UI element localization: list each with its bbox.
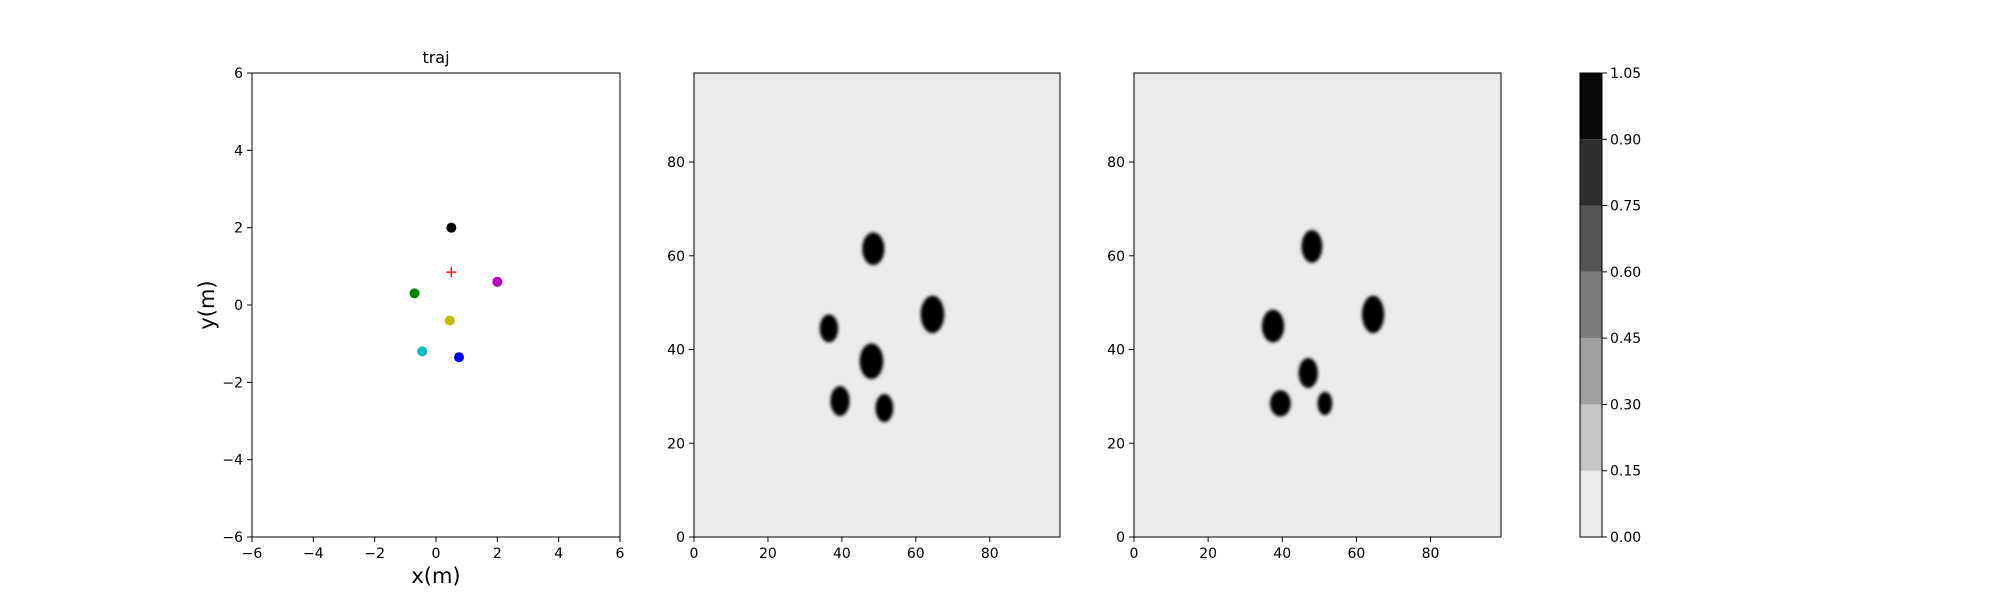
x-tick-label: 80 — [981, 546, 999, 562]
colorbar-tick-label: 0.15 — [1610, 464, 1641, 480]
data-point — [446, 222, 457, 233]
data-point — [409, 288, 420, 299]
x-tick-label: 20 — [1199, 546, 1217, 562]
occupied-blob — [1317, 391, 1333, 416]
colorbar-tick-label: 0.90 — [1610, 132, 1641, 148]
y-tick-label: 0 — [676, 530, 685, 546]
y-tick-label: 40 — [1107, 343, 1125, 359]
x-tick-label: 60 — [1348, 546, 1366, 562]
x-tick-label: 80 — [1422, 546, 1440, 562]
data-point — [417, 346, 428, 357]
x-tick-label: 2 — [493, 546, 502, 562]
plot-frame — [693, 72, 1061, 538]
occupancy-map-1: 0 20 40 60 80 0 20 40 60 80 — [667, 72, 1061, 562]
colorbar-level — [1580, 73, 1602, 140]
colorbar-tick-label: 0.75 — [1610, 199, 1641, 215]
x-axis-label: x(m) — [411, 564, 460, 588]
occupied-blob — [859, 343, 884, 380]
occupied-blob — [1298, 357, 1318, 388]
data-point — [444, 315, 455, 326]
occupied-blob — [830, 386, 850, 417]
colorbar-level — [1580, 271, 1602, 339]
data-point — [454, 352, 464, 363]
data-point — [492, 276, 503, 287]
y-tick-label: 4 — [234, 143, 243, 159]
x-tick-label: −6 — [242, 546, 263, 562]
y-tick-label: 20 — [667, 436, 685, 452]
colorbar: 0.00 0.15 0.30 0.45 0.60 0.75 0.90 1.05 — [1579, 66, 1641, 546]
colorbar-level — [1580, 470, 1602, 537]
colorbar-tick-label: 0.60 — [1610, 265, 1641, 281]
x-tick-label: 40 — [833, 546, 851, 562]
goal-marker — [446, 267, 457, 278]
y-tick-label: −6 — [222, 530, 243, 546]
x-tick-label: 6 — [616, 546, 625, 562]
occupied-blob — [1301, 230, 1323, 263]
occupied-blob — [875, 394, 894, 423]
occupied-blob — [1361, 295, 1385, 334]
colorbar-level — [1580, 205, 1602, 272]
x-tick-label: 0 — [432, 546, 441, 562]
plot-frame — [1133, 72, 1502, 538]
trajectory-panel: −6 −4 −2 0 2 4 6 −6 −4 −2 0 2 4 6 traj x(m) y(m) — [195, 48, 625, 588]
y-tick-label: −2 — [222, 375, 243, 391]
plot-area — [252, 73, 620, 537]
x-tick-label: 60 — [907, 546, 925, 562]
y-tick-label: 60 — [1107, 249, 1125, 265]
x-tick-label: 40 — [1273, 546, 1291, 562]
occupied-blob — [1270, 390, 1291, 417]
map-background — [1134, 73, 1501, 537]
x-tick-label: 4 — [554, 546, 563, 562]
y-tick-label: 6 — [234, 66, 243, 82]
occupied-blob — [1261, 309, 1285, 343]
y-tick-label: 2 — [234, 221, 243, 237]
x-tick-label: −4 — [303, 546, 324, 562]
y-tick-label: 60 — [667, 249, 685, 265]
y-axis-label: y(m) — [195, 280, 219, 329]
occupied-blob — [862, 232, 885, 266]
colorbar-level — [1580, 139, 1602, 206]
occupied-blob — [819, 314, 839, 343]
colorbar-tick-label: 0.30 — [1610, 397, 1641, 413]
y-tick-label: 0 — [234, 298, 243, 314]
colorbar-level — [1580, 338, 1602, 405]
colorbar-frame — [1579, 72, 1603, 538]
y-tick-label: 20 — [1107, 436, 1125, 452]
colorbar-level — [1580, 404, 1602, 471]
occupancy-map-2: 0 20 40 60 80 0 20 40 60 80 — [1107, 72, 1502, 562]
y-tick-label: 80 — [1107, 155, 1125, 171]
occupied-blob — [920, 295, 945, 334]
y-tick-label: 0 — [1116, 530, 1125, 546]
chart-title: traj — [422, 48, 449, 67]
x-tick-label: 0 — [1130, 546, 1139, 562]
colorbar-tick-label: 0.45 — [1610, 331, 1641, 347]
map-background — [694, 73, 1060, 537]
x-tick-label: −2 — [364, 546, 385, 562]
y-tick-label: 40 — [667, 343, 685, 359]
y-tick-label: 80 — [667, 155, 685, 171]
colorbar-tick-label: 0.00 — [1610, 530, 1641, 546]
x-tick-label: 20 — [759, 546, 777, 562]
y-tick-label: −4 — [222, 453, 243, 469]
colorbar-tick-label: 1.05 — [1610, 66, 1641, 82]
x-tick-label: 0 — [690, 546, 699, 562]
